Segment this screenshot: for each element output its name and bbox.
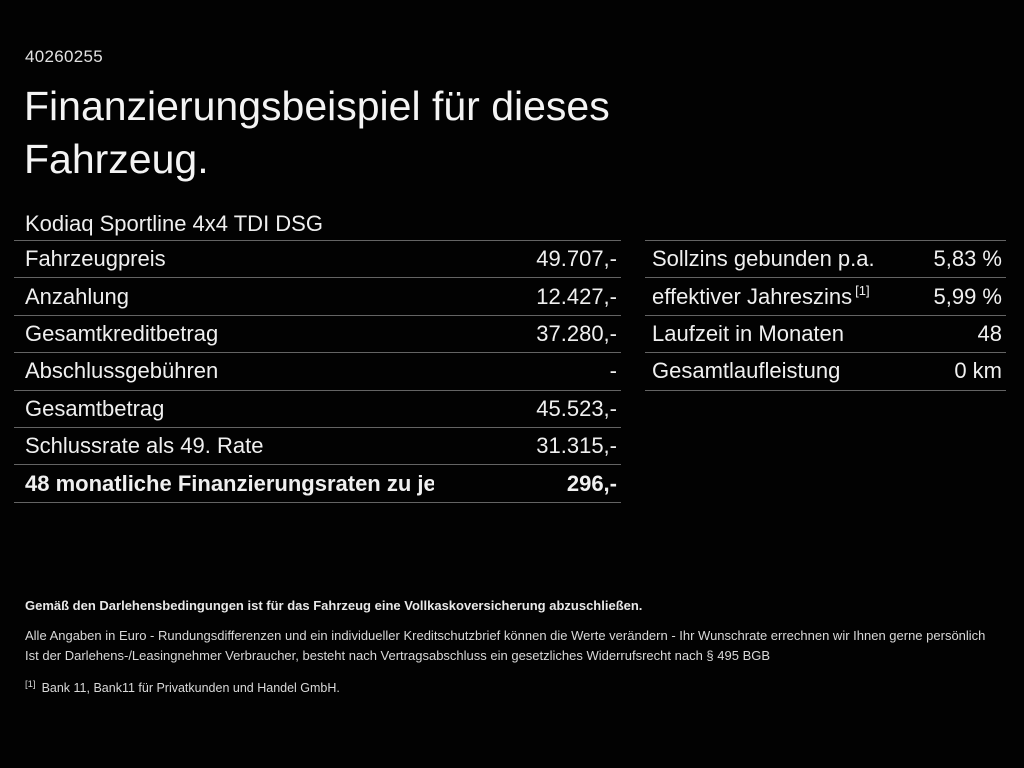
legal-footer: Gemäß den Darlehensbedingungen ist für d… xyxy=(25,598,1005,698)
row-label: Fahrzeugpreis xyxy=(14,239,434,278)
row-label: effektiver Jahreszins [1] xyxy=(645,277,890,316)
table-row: Gesamtbetrag 45.523,- xyxy=(14,389,621,428)
row-label: Schlussrate als 49. Rate xyxy=(14,426,434,465)
disclaimer-line: Alle Angaben in Euro - Rundungsdifferenz… xyxy=(25,628,986,643)
insurance-requirement-note: Gemäß den Darlehensbedingungen ist für d… xyxy=(25,598,643,613)
table-row: Sollzins gebunden p.a. 5,83 % xyxy=(645,239,1006,278)
page-title: Finanzierungsbeispiel für dieses Fahrzeu… xyxy=(24,83,610,182)
footnote-ref: [1] xyxy=(855,283,870,299)
offer-id: 40260255 xyxy=(25,47,104,66)
row-value: 45.523,- xyxy=(434,389,621,428)
row-label: Gesamtkreditbetrag xyxy=(14,314,434,353)
table-row: Laufzeit in Monaten 48 xyxy=(645,314,1006,353)
disclaimer-line: Ist der Darlehens-/Leasingnehmer Verbrau… xyxy=(25,648,771,663)
row-label: Laufzeit in Monaten xyxy=(645,314,890,353)
row-value: - xyxy=(434,352,621,391)
table-row-monthly-rate: 48 monatliche Finanzierungsraten zu je 2… xyxy=(14,464,621,503)
row-label: Abschlussgebühren xyxy=(14,352,434,391)
row-value: 0 km xyxy=(890,352,1006,391)
row-value: 5,99 % xyxy=(890,277,1006,316)
bank-footnote: [1] Bank 11, Bank11 für Privatkunden und … xyxy=(25,675,1005,698)
table-row: Abschlussgebühren - xyxy=(14,352,621,391)
footnote-marker: [1] xyxy=(25,679,36,690)
financing-conditions-table: Sollzins gebunden p.a. 5,83 % effektiver… xyxy=(645,239,1006,391)
row-value: 296,- xyxy=(434,464,621,503)
table-row: Anzahlung 12.427,- xyxy=(14,277,621,316)
row-value: 37.280,- xyxy=(434,314,621,353)
row-value: 49.707,- xyxy=(434,239,621,278)
vehicle-model-label: Kodiaq Sportline 4x4 TDI DSG xyxy=(25,211,323,236)
row-value: 12.427,- xyxy=(434,277,621,316)
row-label: Anzahlung xyxy=(14,277,434,316)
row-value: 5,83 % xyxy=(890,239,1006,278)
table-row: Gesamtkreditbetrag 37.280,- xyxy=(14,314,621,353)
row-value: 31.315,- xyxy=(434,426,621,465)
row-label: Gesamtlaufleistung xyxy=(645,352,890,391)
row-label: Sollzins gebunden p.a. xyxy=(645,239,890,278)
footnote-text: Bank 11, Bank11 für Privatkunden und Han… xyxy=(41,681,340,696)
table-row: Schlussrate als 49. Rate 31.315,- xyxy=(14,426,621,465)
table-row: Gesamtlaufleistung 0 km xyxy=(645,352,1006,391)
row-value: 48 xyxy=(890,314,1006,353)
table-row: effektiver Jahreszins [1] 5,99 % xyxy=(645,277,1006,316)
row-label: Gesamtbetrag xyxy=(14,389,434,428)
financing-details-table: Fahrzeugpreis 49.707,- Anzahlung 12.427,… xyxy=(14,239,621,503)
table-row: Fahrzeugpreis 49.707,- xyxy=(14,239,621,278)
row-label: 48 monatliche Finanzierungsraten zu je xyxy=(14,464,434,503)
